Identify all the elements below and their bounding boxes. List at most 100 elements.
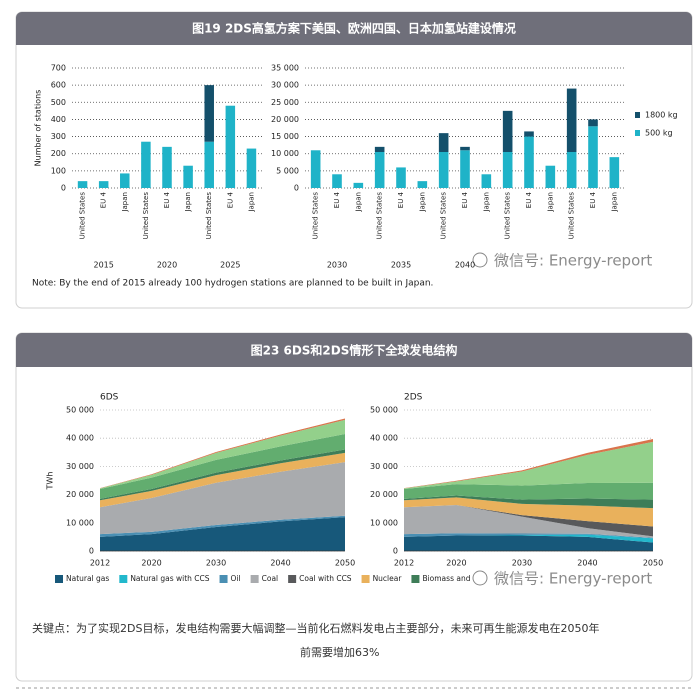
y-tick-label: 50 000 [370,406,398,415]
bar [374,152,385,188]
group-label: 2040 [455,261,475,270]
group-label: 2020 [157,261,177,270]
y-tick-label: 700 [51,64,66,73]
group-label: 2025 [220,261,240,270]
y-tick-label: 40 000 [66,434,94,443]
legend-label: Coal with CCS [299,574,352,583]
x-tick-label: EU 4 [163,191,171,208]
x-tick-label: Japan [546,192,554,213]
legend-label: 1800 kg [645,111,678,120]
x-tick-label: 2020 [141,559,161,568]
watermark-icon [472,252,488,268]
bar [438,152,449,188]
y-tick-label: 20 000 [370,490,398,499]
bar [460,146,470,151]
x-tick-label: 2012 [394,559,414,568]
legend-swatch [635,130,640,136]
legend-swatch [219,575,228,583]
caption-line: 前需要增加63% [300,645,379,659]
area [100,433,345,499]
area [404,495,653,509]
x-tick-label: Japan [418,192,426,213]
y-tick-label: 30 000 [66,462,94,471]
y-tick-label: 40 000 [370,434,398,443]
y-tick-label: 10 000 [271,149,299,158]
bar [438,133,449,152]
area [100,515,345,537]
y-tick-label: 0 [61,184,66,193]
bar [374,146,385,152]
x-tick-label: United States [79,192,87,240]
x-tick-label: EU 4 [461,191,469,208]
area [100,517,345,551]
legend-label: Nuclear [373,574,403,583]
bar [566,152,577,188]
y-tick-label: 300 [51,132,66,141]
area [404,441,653,489]
area [404,497,653,527]
figure-title: 图19 2DS高氢方案下美国、欧洲四国、日本加氢站建设情况 [192,21,516,36]
y-tick-label: 10 000 [370,518,398,527]
bar [310,150,321,188]
caption-line: 关键点：为了实现2DS目标，发电结构需要大幅调整—当前化石燃料发电占主要部分，未… [32,621,599,635]
y-tick-label: 0 [294,184,299,193]
bar [460,150,470,188]
area [404,535,653,551]
legend-swatch [288,575,297,583]
x-tick-label: United States [440,192,448,240]
legend-swatch [55,575,63,583]
panel-header [16,12,692,45]
x-tick-label: Japan [184,192,192,213]
x-tick-label: EU 4 [226,191,234,208]
y-tick-label: 30 000 [370,462,398,471]
bar [396,167,406,188]
area [404,533,653,539]
x-tick-label: EU 4 [525,191,533,208]
area [100,462,345,535]
bar [353,182,364,188]
y-tick-label: 500 [51,98,66,107]
y-tick-label: 15 000 [271,132,299,141]
bar [524,136,534,188]
bar [204,85,214,142]
area [404,505,653,537]
x-tick-label: 2040 [577,559,597,568]
x-tick-label: EU 4 [100,191,108,208]
x-tick-label: 2020 [446,559,466,568]
x-tick-label: United States [205,192,213,240]
area [100,452,345,508]
bar [246,148,257,188]
bar [588,119,598,127]
chart-title: 2DS [404,393,423,403]
legend-label: Natural gas with CCS [130,574,209,583]
bar [204,141,214,188]
y-tick-label: 0 [89,547,94,556]
area [100,419,345,489]
y-axis-label: Number of stations [34,90,43,167]
area [404,534,653,543]
bar [609,157,620,188]
legend-label: Natural gas [66,574,109,583]
y-tick-label: 400 [51,115,66,124]
bar [77,181,88,188]
watermark: 微信号: Energy-report [494,570,652,588]
y-tick-label: 10 000 [66,518,94,527]
x-tick-label: 2012 [90,559,110,568]
figure-title: 图23 6DS和2DS情形下全球发电结构 [251,343,458,358]
x-tick-label: Japan [482,192,490,213]
y-tick-label: 25 000 [271,98,299,107]
legend-label: Oil [231,574,241,583]
x-tick-label: United States [312,192,320,240]
area [404,482,653,500]
y-tick-label: 600 [51,81,66,90]
legend-swatch [119,575,128,583]
bar [566,88,577,152]
bar [162,146,172,188]
x-tick-label: EU 4 [397,191,405,208]
x-tick-label: 2040 [270,559,290,568]
y-tick-label: 100 [51,166,66,175]
x-tick-label: Japan [121,192,129,213]
bar [98,181,109,188]
x-tick-label: 2030 [206,559,226,568]
